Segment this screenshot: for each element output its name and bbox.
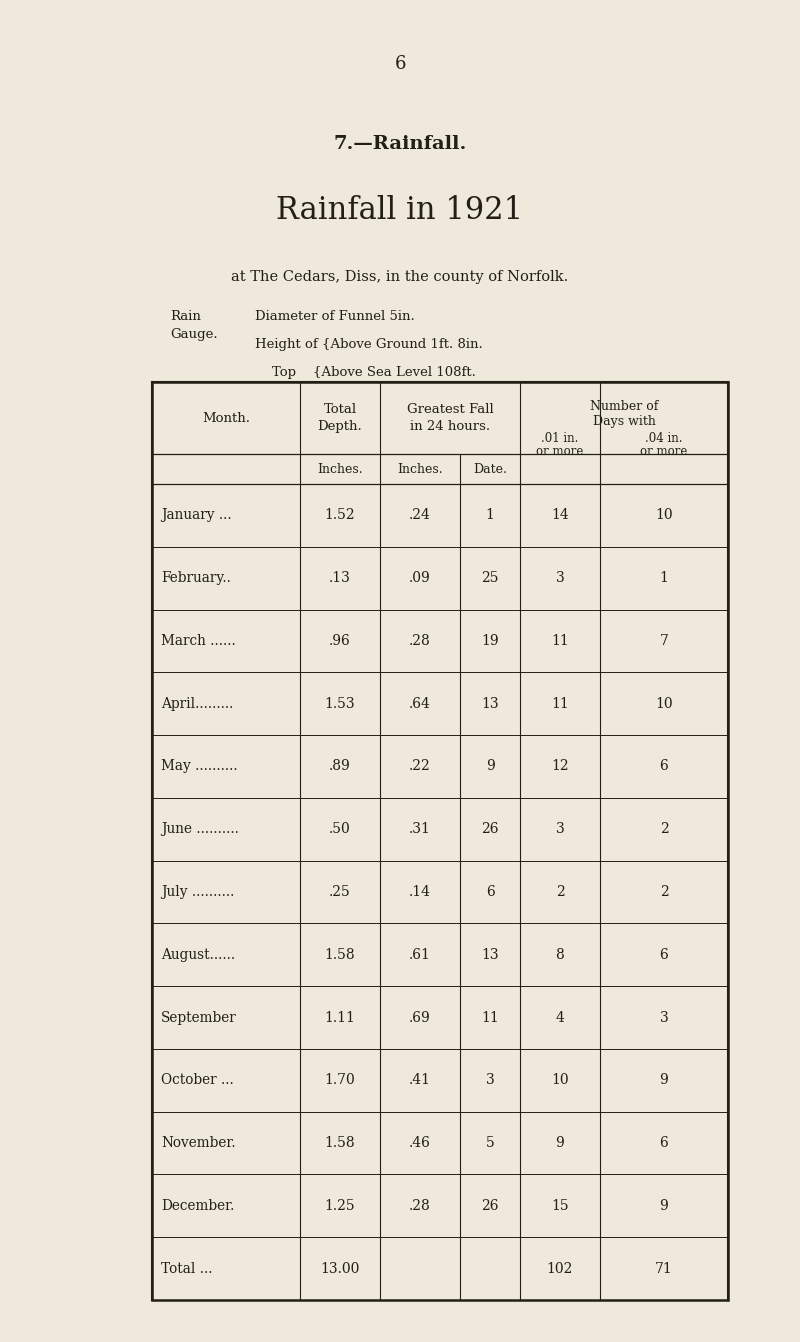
Text: January ...: January ... (161, 509, 232, 522)
Text: 6: 6 (486, 884, 494, 899)
Text: .25: .25 (329, 884, 351, 899)
Text: .01 in.: .01 in. (542, 432, 578, 444)
Text: 4: 4 (555, 1011, 565, 1024)
Text: October ...: October ... (161, 1074, 234, 1087)
Text: Diameter of Funnel 5in.: Diameter of Funnel 5in. (255, 310, 414, 323)
Text: 1.25: 1.25 (325, 1198, 355, 1213)
Text: 1.11: 1.11 (325, 1011, 355, 1024)
Text: Height of {Above Ground 1ft. 8in.: Height of {Above Ground 1ft. 8in. (255, 338, 482, 352)
Text: Month.: Month. (202, 412, 250, 424)
Text: .04 in.: .04 in. (646, 432, 682, 444)
Text: 10: 10 (551, 1074, 569, 1087)
Text: 71: 71 (655, 1261, 673, 1276)
Text: 12: 12 (551, 760, 569, 773)
Text: Total
Depth.: Total Depth. (318, 403, 362, 433)
Text: September: September (161, 1011, 237, 1024)
Text: 102: 102 (547, 1261, 573, 1276)
Text: 11: 11 (551, 633, 569, 648)
Text: 3: 3 (556, 823, 564, 836)
Text: 9: 9 (660, 1198, 668, 1213)
Text: 6: 6 (394, 55, 406, 72)
Text: Date.: Date. (473, 463, 507, 475)
Text: 25: 25 (482, 572, 498, 585)
Text: .28: .28 (409, 633, 431, 648)
Text: 1.52: 1.52 (325, 509, 355, 522)
Text: December.: December. (161, 1198, 234, 1213)
Text: Total ...: Total ... (161, 1261, 213, 1276)
Text: June ..........: June .......... (161, 823, 239, 836)
Bar (152, 382, 728, 1300)
Text: 3: 3 (486, 1074, 494, 1087)
Text: 7: 7 (659, 633, 669, 648)
Text: 6: 6 (660, 1137, 668, 1150)
Text: 2: 2 (660, 884, 668, 899)
Text: 11: 11 (551, 696, 569, 711)
Text: Inches.: Inches. (397, 463, 443, 475)
Text: 10: 10 (655, 509, 673, 522)
Text: 1: 1 (659, 572, 669, 585)
Text: 6: 6 (660, 947, 668, 962)
Text: 7.—Rainfall.: 7.—Rainfall. (334, 136, 466, 153)
Text: .46: .46 (409, 1137, 431, 1150)
Text: Rainfall in 1921: Rainfall in 1921 (277, 195, 523, 225)
Text: .69: .69 (409, 1011, 431, 1024)
Text: 9: 9 (660, 1074, 668, 1087)
Text: 9: 9 (486, 760, 494, 773)
Text: .09: .09 (409, 572, 431, 585)
Text: 19: 19 (481, 633, 499, 648)
Text: .50: .50 (329, 823, 351, 836)
Text: Number of: Number of (590, 400, 658, 412)
Text: 26: 26 (482, 1198, 498, 1213)
Text: 15: 15 (551, 1198, 569, 1213)
Text: Days with: Days with (593, 415, 655, 428)
Text: .89: .89 (329, 760, 351, 773)
Text: November.: November. (161, 1137, 236, 1150)
Text: .31: .31 (409, 823, 431, 836)
Text: Greatest Fall
in 24 hours.: Greatest Fall in 24 hours. (406, 403, 494, 433)
Text: March ......: March ...... (161, 633, 236, 648)
Text: 1.58: 1.58 (325, 947, 355, 962)
Text: 1.53: 1.53 (325, 696, 355, 711)
Text: .64: .64 (409, 696, 431, 711)
Text: .13: .13 (329, 572, 351, 585)
Text: 13: 13 (481, 696, 499, 711)
Text: 6: 6 (660, 760, 668, 773)
Text: 14: 14 (551, 509, 569, 522)
Text: 5: 5 (486, 1137, 494, 1150)
Text: .96: .96 (329, 633, 351, 648)
Text: at The Cedars, Diss, in the county of Norfolk.: at The Cedars, Diss, in the county of No… (231, 270, 569, 285)
Text: July ..........: July .......... (161, 884, 234, 899)
Text: .28: .28 (409, 1198, 431, 1213)
Text: 13: 13 (481, 947, 499, 962)
Text: or more: or more (640, 444, 688, 458)
Text: .24: .24 (409, 509, 431, 522)
Text: 2: 2 (556, 884, 564, 899)
Text: May ..........: May .......... (161, 760, 238, 773)
Text: 1.58: 1.58 (325, 1137, 355, 1150)
Text: 9: 9 (556, 1137, 564, 1150)
Text: 1.70: 1.70 (325, 1074, 355, 1087)
Text: Inches.: Inches. (317, 463, 363, 475)
Text: 1: 1 (486, 509, 494, 522)
Text: February..: February.. (161, 572, 231, 585)
Text: .14: .14 (409, 884, 431, 899)
Text: 11: 11 (481, 1011, 499, 1024)
Text: April.........: April......... (161, 696, 234, 711)
Text: or more: or more (536, 444, 584, 458)
Text: 8: 8 (556, 947, 564, 962)
Text: .22: .22 (409, 760, 431, 773)
Text: .61: .61 (409, 947, 431, 962)
Text: 10: 10 (655, 696, 673, 711)
Text: August......: August...... (161, 947, 235, 962)
Text: Top    {Above Sea Level 108ft.: Top {Above Sea Level 108ft. (255, 366, 476, 378)
Text: 3: 3 (556, 572, 564, 585)
Text: 13.00: 13.00 (320, 1261, 360, 1276)
Text: 2: 2 (660, 823, 668, 836)
Text: 3: 3 (660, 1011, 668, 1024)
Text: 26: 26 (482, 823, 498, 836)
Text: Rain
Gauge.: Rain Gauge. (170, 310, 218, 341)
Text: .41: .41 (409, 1074, 431, 1087)
